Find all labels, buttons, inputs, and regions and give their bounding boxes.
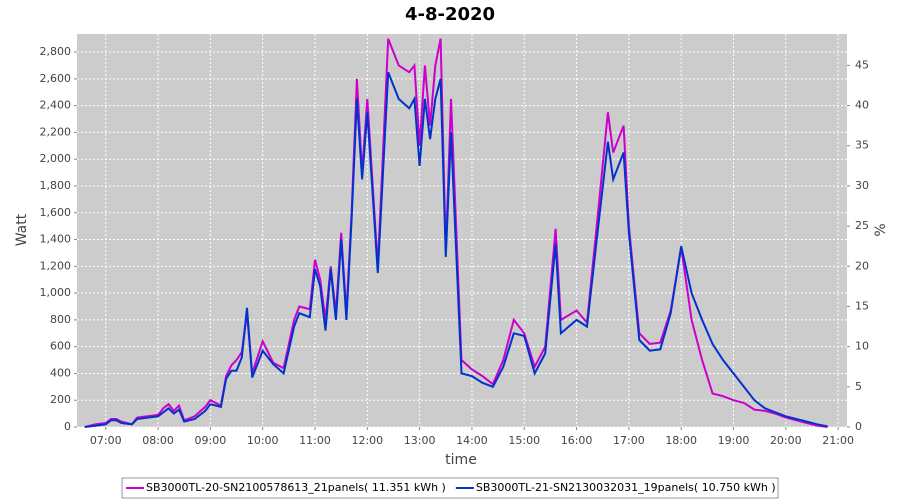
- chart-title: 4-8-2020: [405, 4, 495, 25]
- y-tick-label: 2,200: [40, 125, 72, 138]
- x-tick-label: 10:00: [247, 434, 279, 447]
- y-tick-label: 2,600: [40, 72, 72, 85]
- y-tick-label: 2,800: [40, 45, 72, 58]
- y2-tick-label: 40: [855, 99, 869, 112]
- y2-tick-label: 20: [855, 259, 869, 272]
- y2-tick-label: 30: [855, 179, 869, 192]
- y2-tick-label: 15: [855, 299, 869, 312]
- x-tick-label: 11:00: [299, 434, 331, 447]
- x-tick-label: 12:00: [351, 434, 383, 447]
- x-tick-label: 07:00: [90, 434, 122, 447]
- x-tick-label: 16:00: [561, 434, 593, 447]
- x-axis-label: time: [445, 452, 477, 468]
- y2-tick-label: 0: [855, 420, 862, 433]
- y2-tick-label: 25: [855, 219, 869, 232]
- x-tick-label: 08:00: [142, 434, 174, 447]
- y-tick-label: 2,000: [40, 152, 72, 165]
- y-tick-label: 1,800: [40, 179, 72, 192]
- x-tick-label: 09:00: [195, 434, 227, 447]
- legend-label: SB3000TL-20-SN2100578613_21panels( 11.35…: [146, 481, 446, 494]
- x-tick-label: 15:00: [508, 434, 540, 447]
- y-tick-label: 800: [50, 313, 71, 326]
- series-line: [84, 71, 828, 428]
- y2-tick-label: 5: [855, 380, 862, 393]
- y-tick-label: 1,000: [40, 286, 72, 299]
- legend: [121, 477, 779, 499]
- y2-axis-label: %: [873, 223, 889, 236]
- x-tick-label: 21:00: [822, 434, 854, 447]
- x-tick-label: 17:00: [613, 434, 645, 447]
- legend-label: SB3000TL-21-SN2130032031_19panels( 10.75…: [476, 481, 776, 494]
- x-tick-label: 13:00: [404, 434, 436, 447]
- y-tick-label: 2,400: [40, 99, 72, 112]
- x-tick-label: 19:00: [718, 434, 750, 447]
- y-tick-label: 200: [50, 393, 71, 406]
- y2-tick-label: 35: [855, 139, 869, 152]
- y-tick-label: 1,400: [40, 233, 72, 246]
- y-tick-label: 600: [50, 340, 71, 353]
- y2-tick-label: 10: [855, 340, 869, 353]
- x-tick-label: 14:00: [456, 434, 488, 447]
- y-tick-label: 400: [50, 366, 71, 379]
- y-tick-label: 0: [64, 420, 71, 433]
- y-tick-label: 1,200: [40, 259, 72, 272]
- x-tick-label: 18:00: [665, 434, 697, 447]
- x-tick-label: 20:00: [770, 434, 802, 447]
- y2-tick-label: 45: [855, 58, 869, 71]
- y-tick-label: 1,600: [40, 206, 72, 219]
- y-axis-label: Watt: [14, 213, 30, 246]
